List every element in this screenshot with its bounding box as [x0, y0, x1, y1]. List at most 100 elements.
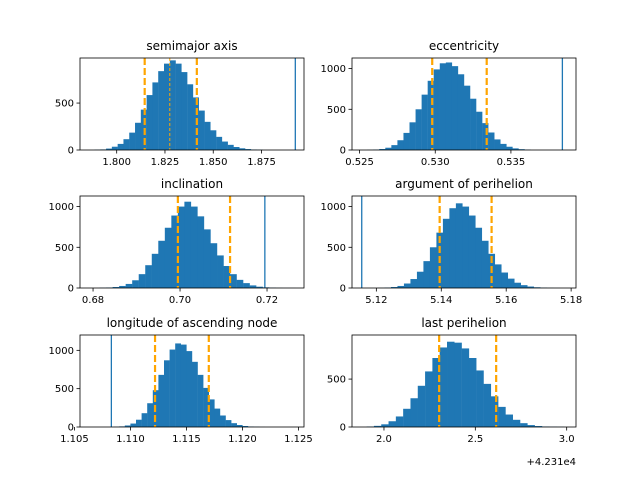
histogram-bar [410, 398, 418, 427]
x-tick-label: 5.12 [365, 295, 387, 306]
histogram-bar [423, 261, 431, 288]
histogram-bar [132, 280, 139, 288]
histogram-bar [390, 287, 398, 288]
histogram-bar [403, 408, 411, 427]
x-tick-label: 1.110 [116, 434, 145, 445]
y-tick-label: 500 [327, 375, 346, 386]
histogram-bar [117, 143, 124, 150]
axes-frame [79, 334, 305, 428]
x-tick-label: 1.115 [172, 434, 201, 445]
y-tick-label: 500 [55, 243, 74, 254]
histogram-bar [242, 426, 249, 427]
histogram-bar [231, 423, 237, 427]
plot-area [94, 58, 296, 150]
chart-title: argument of perihelion [395, 177, 533, 191]
y-tick-label: 1000 [49, 346, 74, 357]
histogram-bar [220, 415, 226, 427]
histogram-bar [164, 227, 172, 288]
histogram-bar [245, 149, 252, 150]
histogram-bar [158, 374, 165, 427]
histogram-bar [470, 98, 477, 150]
histogram-bar [124, 425, 131, 427]
x-tick-label: 1.125 [284, 434, 313, 445]
histogram-bar [476, 370, 484, 427]
histogram-bar [505, 414, 513, 427]
histogram-bar [129, 132, 136, 150]
plot-area [110, 335, 265, 427]
histogram-bar [175, 63, 182, 150]
histogram-bar [216, 136, 223, 150]
histogram-bar [381, 424, 389, 427]
panel-argument-of-perihelion: 5.12 5.14 5.16 5.18 0 500 1000 argument of peri… [321, 177, 583, 306]
histogram-bar [197, 216, 205, 288]
y-tick-label: 0 [340, 146, 346, 157]
y-tick-label: 1000 [49, 202, 74, 213]
histogram-bar [198, 110, 205, 150]
histogram-bar [494, 264, 502, 288]
y-tick-label: 500 [55, 99, 74, 110]
histogram-bar [130, 423, 137, 427]
histogram-bar [175, 343, 181, 427]
histogram-bar [138, 274, 146, 288]
histogram-bar [447, 341, 455, 427]
histogram-bar [217, 255, 224, 288]
y-tick-label: 0 [68, 284, 74, 295]
axes-frame [351, 334, 577, 428]
histogram-bar [494, 139, 501, 150]
histogram-bar [442, 218, 450, 288]
x-tick-label: 2.5 [467, 434, 483, 445]
histogram-bar [180, 344, 187, 427]
histogram-bar [230, 274, 237, 288]
histogram-bar [410, 279, 418, 288]
axis-offset-label: +4.231e4 [526, 457, 576, 468]
histogram-bar [457, 74, 465, 150]
histogram-bar [210, 243, 218, 288]
x-tick-label: 1.875 [247, 157, 276, 168]
histogram-bar [433, 69, 440, 150]
histogram-bar [507, 278, 515, 288]
histogram-bar [203, 387, 209, 427]
axes-frame [79, 195, 305, 289]
plot-area [367, 58, 564, 150]
histogram-bar [403, 283, 411, 288]
histogram-bar [451, 66, 459, 150]
histogram-bar [112, 287, 120, 288]
x-tick-label: 1.120 [228, 434, 257, 445]
histogram-bar [147, 403, 153, 427]
histogram-bar [151, 253, 159, 288]
histogram-bar [518, 149, 525, 150]
histogram-bar [403, 132, 410, 150]
panel-last-perihelion: 2.0 2.5 3.0 0 500 last perihelion +4.231e4 [327, 316, 577, 468]
x-tick-label: 1.850 [199, 157, 228, 168]
histogram-bar [373, 425, 382, 427]
y-tick-label: 0 [340, 284, 346, 295]
chart-title: last perihelion [421, 316, 506, 330]
histogram-bar [203, 229, 211, 288]
histogram-bar [445, 62, 453, 150]
histogram-bar [111, 146, 118, 150]
histogram-bar [145, 265, 152, 288]
histogram-bar [512, 148, 519, 150]
chart-title: semimajor axis [146, 39, 237, 53]
histogram-bar [177, 206, 185, 288]
x-tick-label: 0.535 [497, 157, 526, 168]
histogram-bar [482, 123, 489, 150]
histogram-bar [490, 396, 499, 427]
x-tick-label: 1.800 [102, 157, 131, 168]
histogram-bar [439, 347, 448, 427]
histogram-bar [468, 215, 476, 288]
histogram-bar [227, 144, 234, 150]
histogram-bar [187, 84, 194, 150]
axes-frame [351, 57, 577, 151]
histogram-bar [184, 201, 192, 288]
histogram-bar [186, 351, 193, 427]
histogram-bar [256, 286, 263, 288]
histogram-bar [225, 420, 232, 427]
histogram-bar [158, 240, 166, 288]
chart-title: inclination [161, 177, 223, 191]
histogram-bar [236, 279, 244, 288]
histogram-bar [483, 383, 492, 427]
histogram-bar [429, 247, 437, 288]
histogram-bar [488, 132, 495, 150]
